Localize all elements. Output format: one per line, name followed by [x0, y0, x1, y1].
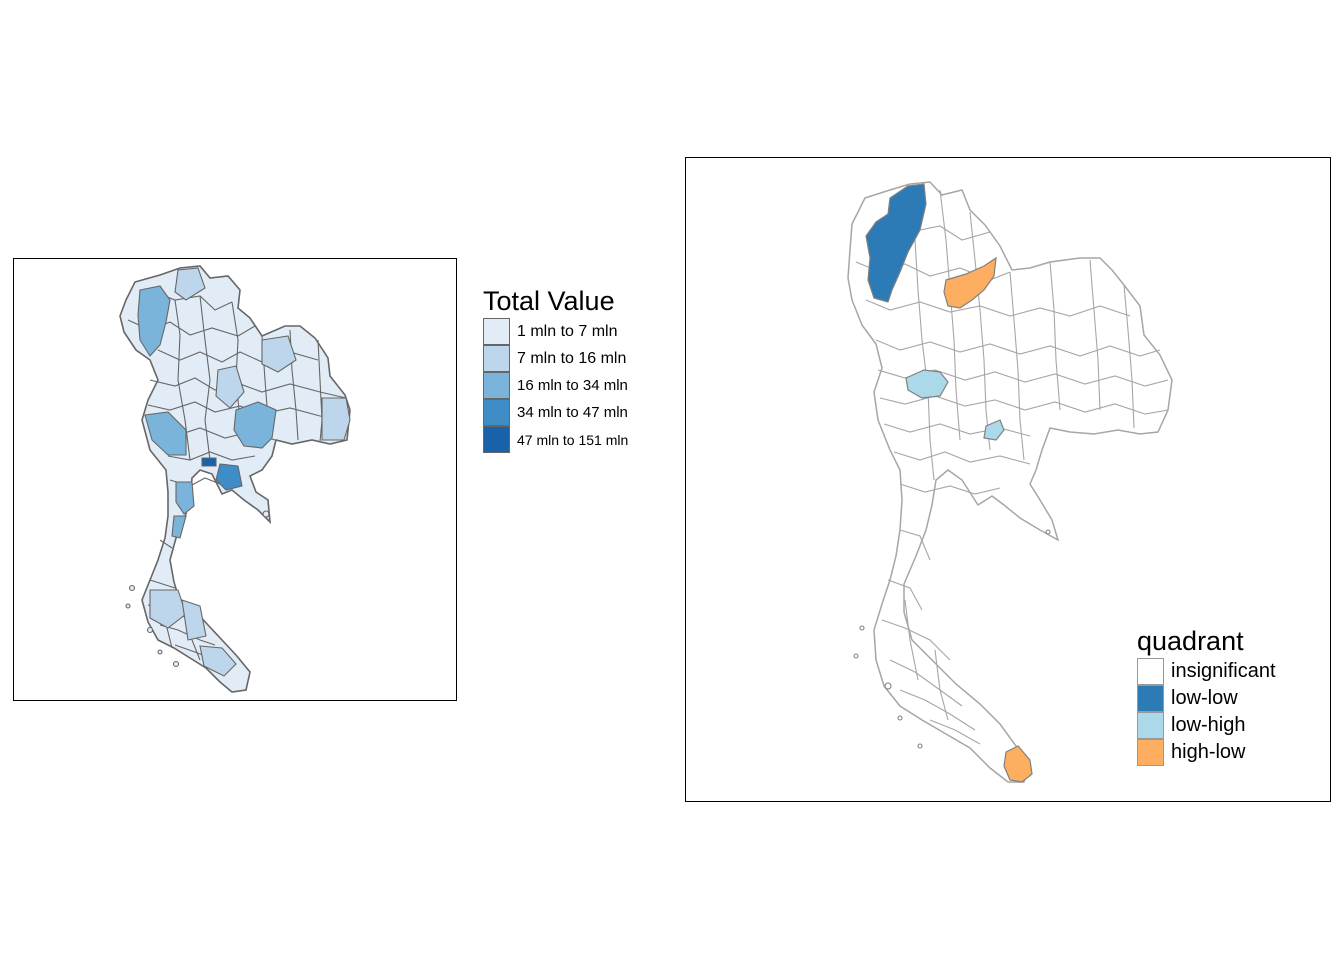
right-country-outline [847, 181, 1173, 783]
left-legend-swatch [483, 399, 510, 426]
low-high-province [905, 369, 949, 399]
left-province-light-tier [174, 267, 206, 301]
left-province-mid-tier [137, 285, 171, 357]
right-quadrant-map [847, 181, 1173, 783]
right-legend-item: low-high [1137, 712, 1276, 739]
left-province-dark-tier [215, 463, 243, 491]
right-legend-swatch [1137, 658, 1164, 685]
right-legend-item: insignificant [1137, 658, 1276, 685]
left-legend-label: 47 mln to 151 mln [517, 431, 629, 448]
right-legend-label: low-high [1171, 714, 1246, 736]
left-province-mid-tier [175, 481, 195, 515]
left-legend-item: 47 mln to 151 mln [483, 426, 628, 453]
right-significant-provinces [865, 183, 1033, 783]
left-province-light-tier [181, 599, 207, 641]
right-legend-item: low-low [1137, 685, 1276, 712]
left-shaded-provinces [137, 267, 351, 677]
right-legend-swatch [1137, 685, 1164, 712]
right-legend: quadrant insignificant low-low low-high hig… [1137, 624, 1276, 766]
right-legend-label: high-low [1171, 741, 1246, 763]
left-legend-label: 1 mln to 7 mln [517, 322, 618, 340]
high-low-province [1003, 745, 1033, 783]
left-legend-swatch [483, 345, 510, 372]
left-choropleth-map [119, 265, 351, 693]
left-province-mid-tier [144, 411, 187, 456]
left-legend-title: Total Value [483, 286, 615, 316]
high-low-province [943, 256, 997, 309]
left-province-light-tier [199, 645, 237, 677]
right-legend-item: high-low [1137, 739, 1276, 766]
left-legend-swatch [483, 426, 510, 453]
left-islands [125, 510, 270, 668]
left-legend-item: 16 mln to 34 mln [483, 372, 628, 399]
right-legend-title: quadrant [1137, 626, 1244, 656]
left-legend-label: 34 mln to 47 mln [517, 404, 628, 421]
left-legend-swatch [483, 318, 510, 345]
left-province-light-tier [321, 397, 351, 441]
left-legend-item: 1 mln to 7 mln [483, 318, 628, 345]
right-legend-label: insignificant [1171, 660, 1276, 682]
right-legend-swatch [1137, 739, 1164, 766]
right-islands [853, 529, 1051, 749]
right-legend-swatch [1137, 712, 1164, 739]
left-legend-label: 16 mln to 34 mln [517, 377, 628, 394]
left-legend-label: 7 mln to 16 mln [517, 349, 627, 367]
left-province-mid-tier [171, 515, 187, 539]
left-province-mid-tier [233, 401, 277, 449]
left-legend-swatch [483, 372, 510, 399]
left-province-light-tier [261, 335, 297, 373]
left-province-top-tier [201, 457, 217, 467]
left-province-light-tier [149, 589, 187, 629]
right-legend-items: insignificant low-low low-high high-low [1137, 658, 1276, 766]
right-map-frame [685, 157, 1331, 802]
left-legend-item: 34 mln to 47 mln [483, 399, 628, 426]
left-legend: Total Value 1 mln to 7 mln 7 mln to 16 ml… [483, 284, 628, 453]
right-legend-label: low-low [1171, 687, 1238, 709]
low-low-province [865, 183, 927, 303]
left-legend-item: 7 mln to 16 mln [483, 345, 628, 372]
low-high-province [983, 419, 1005, 441]
left-province-light-tier [215, 365, 245, 409]
left-legend-items: 1 mln to 7 mln 7 mln to 16 mln 16 mln to 3… [483, 318, 628, 453]
